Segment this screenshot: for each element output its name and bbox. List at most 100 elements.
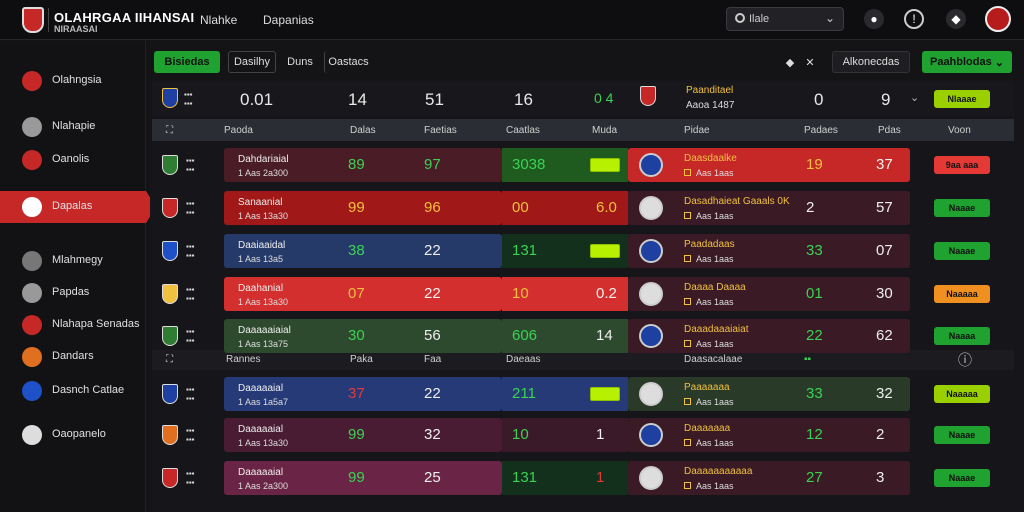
home-team-cell[interactable]: Daaaaaial 1 Aas 1a5a7 37 22 <box>224 377 502 411</box>
table-row[interactable]: ▪▪▪ ▪▪▪ Daahanial 1 Aas 13a30 07 22 10 0.… <box>152 277 1014 311</box>
odds-cell[interactable]: 131 1 <box>502 461 628 495</box>
away-team-cell[interactable]: Paadadaas Aas 1aas 33 07 <box>628 234 910 268</box>
table-row[interactable]: ▪▪▪ ▪▪▪ Daaaaaial 1 Aas 2a300 99 25 131 1… <box>152 461 1014 495</box>
filter-right-button[interactable]: Paahblodas ⌄ <box>922 51 1012 73</box>
action-pill[interactable]: Naaaaa <box>934 285 990 303</box>
expand-icon[interactable]: ⛶ <box>166 354 173 365</box>
subheader-4: Daeaas <box>506 354 541 365</box>
action-pill[interactable]: Naaae <box>934 199 990 217</box>
home-team-sub: 1 Aas 13a30 <box>238 211 289 221</box>
col-header-8[interactable]: Pdas <box>878 125 901 136</box>
home-team-cell[interactable]: Dahdariaial 1 Aas 2a300 89 97 <box>224 148 502 182</box>
action-pill[interactable]: Naaae <box>934 426 990 444</box>
subheader-2: Paka <box>350 354 373 365</box>
nav-link-1[interactable]: Nlahke <box>200 13 238 27</box>
col-header-4[interactable]: Caatlas <box>506 125 540 136</box>
col-header-7[interactable]: Padaes <box>804 125 838 136</box>
notification-icon[interactable]: ● <box>864 9 884 29</box>
away-team-sub: Aas 1aas <box>696 397 734 407</box>
tab-filter-2[interactable]: Duns <box>287 56 313 68</box>
subheader-1: Rannes <box>226 354 261 365</box>
away-team-cell[interactable]: Daaaa Daaaa Aas 1aas 01 30 <box>628 277 910 311</box>
table-row[interactable]: ▪▪▪ ▪▪▪ Daaaaaiaial 1 Aas 13a75 30 56 606… <box>152 319 1014 353</box>
nav-link-2[interactable]: Dapanias <box>263 13 314 27</box>
away-team-cell[interactable]: Dasadhaieat Gaaals 0K Aas 1aas 2 57 <box>628 191 910 225</box>
club-badge-icon <box>639 382 663 406</box>
away-team-cell[interactable]: Daaadaaaiaiat Aas 1aas 22 62 <box>628 319 910 353</box>
brand-logo[interactable] <box>22 7 44 33</box>
avatar[interactable] <box>985 6 1011 32</box>
col-header-1[interactable]: Paoda <box>224 125 253 136</box>
filter-primary-button[interactable]: Bisiedas <box>154 51 220 73</box>
summary-row: ▪▪▪ ▪▪▪ 0.01 14 51 16 0 4 Paanditael Aaoa… <box>152 82 1014 116</box>
table-row[interactable]: ▪▪▪ ▪▪▪ Daaaaaial 1 Aas 13a30 99 32 10 1 … <box>152 418 1014 452</box>
sidebar-item[interactable]: Dandars <box>0 341 146 373</box>
table-row[interactable]: ▪▪▪ ▪▪▪ Daaaaaial 1 Aas 1a5a7 37 22 211 P… <box>152 377 1014 411</box>
stat-6: 30 <box>876 285 893 302</box>
filter-right-label[interactable]: Alkonecdas <box>832 51 910 73</box>
chevron-down-icon[interactable]: ⌄ <box>910 92 920 104</box>
row-mini: ▪▪▪ ▪▪▪ <box>186 327 195 345</box>
home-team-cell[interactable]: Daaaaaial 1 Aas 2a300 99 25 <box>224 461 502 495</box>
expand-icon[interactable]: ⛶ <box>166 125 173 136</box>
pin-icon[interactable]: ◆ <box>785 56 795 69</box>
sidebar-item[interactable]: Papdas <box>0 277 146 309</box>
close-icon[interactable]: ✕ <box>805 56 815 69</box>
table-row[interactable]: ▪▪▪ ▪▪▪ Sanaanial 1 Aas 13a30 99 96 00 6.… <box>152 191 1014 225</box>
action-pill[interactable]: Naaae <box>934 469 990 487</box>
sidebar-item[interactable]: Dasnch Catlae <box>0 375 146 407</box>
sidebar-item[interactable]: Oaopanelo <box>0 419 146 451</box>
home-team-cell[interactable]: Sanaanial 1 Aas 13a30 99 96 <box>224 191 502 225</box>
away-team-cell[interactable]: Daasdaalke Aas 1aas 19 37 <box>628 148 910 182</box>
tab-filter-3[interactable]: Oastacs <box>324 51 372 73</box>
sidebar-item[interactable]: Oanolis <box>0 144 146 176</box>
home-team-cell[interactable]: Daaaaaial 1 Aas 13a30 99 32 <box>224 418 502 452</box>
sidebar-item[interactable]: Mlahmegy <box>0 245 146 277</box>
action-pill[interactable]: Naaaaa <box>934 385 990 403</box>
odds-cell[interactable]: 131 <box>502 234 628 268</box>
col-header-2[interactable]: Dalas <box>350 125 376 136</box>
home-team-cell[interactable]: Daaiaaidal 1 Aas 13a5 38 22 <box>224 234 502 268</box>
club-badge-icon <box>639 239 663 263</box>
stat-2: 22 <box>424 385 441 402</box>
search-input[interactable]: Ilale ⌄ <box>726 7 844 31</box>
shield-icon[interactable]: ◆ <box>946 9 966 29</box>
home-team-cell[interactable]: Daaaaaiaial 1 Aas 13a75 30 56 <box>224 319 502 353</box>
away-team-cell[interactable]: Paaaaaaa Aas 1aas 33 32 <box>628 377 910 411</box>
settings-icon[interactable]: ! <box>904 9 924 29</box>
info-icon[interactable]: ⓘ <box>958 352 972 368</box>
action-pill[interactable]: 9aa aaa <box>934 156 990 174</box>
sidebar-item[interactable]: Olahngsia <box>0 65 146 97</box>
odds-cell[interactable]: 606 14 <box>502 319 628 353</box>
col-header-3[interactable]: Faetias <box>424 125 457 136</box>
col-header-6[interactable]: Pidae <box>684 125 710 136</box>
summary-value-1: 0.01 <box>240 90 274 109</box>
sidebar-item[interactable]: Dapalas <box>0 191 156 223</box>
sidebar-item[interactable]: Nlahapie <box>0 111 146 143</box>
tab-filter-1[interactable]: Dasilhy <box>228 51 276 73</box>
home-team-sub: 1 Aas 13a5 <box>238 254 284 264</box>
sidebar-item-label: Nlahapie <box>52 120 96 132</box>
away-team-cell[interactable]: Daaaaaaaaaaa Aas 1aas 27 3 <box>628 461 910 495</box>
summary-pill[interactable]: Nlaaae <box>934 90 990 108</box>
away-team-cell[interactable]: Daaaaaaa Aas 1aas 12 2 <box>628 418 910 452</box>
whistle-icon <box>22 117 42 137</box>
away-team-name: Daasdaalke <box>684 153 737 164</box>
table-row[interactable]: ▪▪▪ ▪▪▪ Daaiaaidal 1 Aas 13a5 38 22 131 P… <box>152 234 1014 268</box>
sidebar-item[interactable]: Nlahapa Senadas <box>0 309 146 341</box>
odds-cell[interactable]: 3038 <box>502 148 628 182</box>
odds-cell[interactable]: 10 1 <box>502 418 628 452</box>
checkbox-icon <box>684 340 691 347</box>
trophy-icon <box>22 197 42 217</box>
col-header-9[interactable]: Voon <box>948 125 971 136</box>
team-crest-icon <box>162 326 178 346</box>
action-pill[interactable]: Naaae <box>934 242 990 260</box>
table-row[interactable]: ▪▪▪ ▪▪▪ Dahdariaial 1 Aas 2a300 89 97 303… <box>152 148 1014 182</box>
away-team-sub: Aas 1aas <box>696 438 734 448</box>
odds-cell[interactable]: 00 6.0 <box>502 191 628 225</box>
action-pill[interactable]: Naaaa <box>934 327 990 345</box>
odds-cell[interactable]: 211 <box>502 377 628 411</box>
home-team-cell[interactable]: Daahanial 1 Aas 13a30 07 22 <box>224 277 502 311</box>
col-header-5[interactable]: Muda <box>592 125 618 136</box>
odds-cell[interactable]: 10 0.2 <box>502 277 628 311</box>
